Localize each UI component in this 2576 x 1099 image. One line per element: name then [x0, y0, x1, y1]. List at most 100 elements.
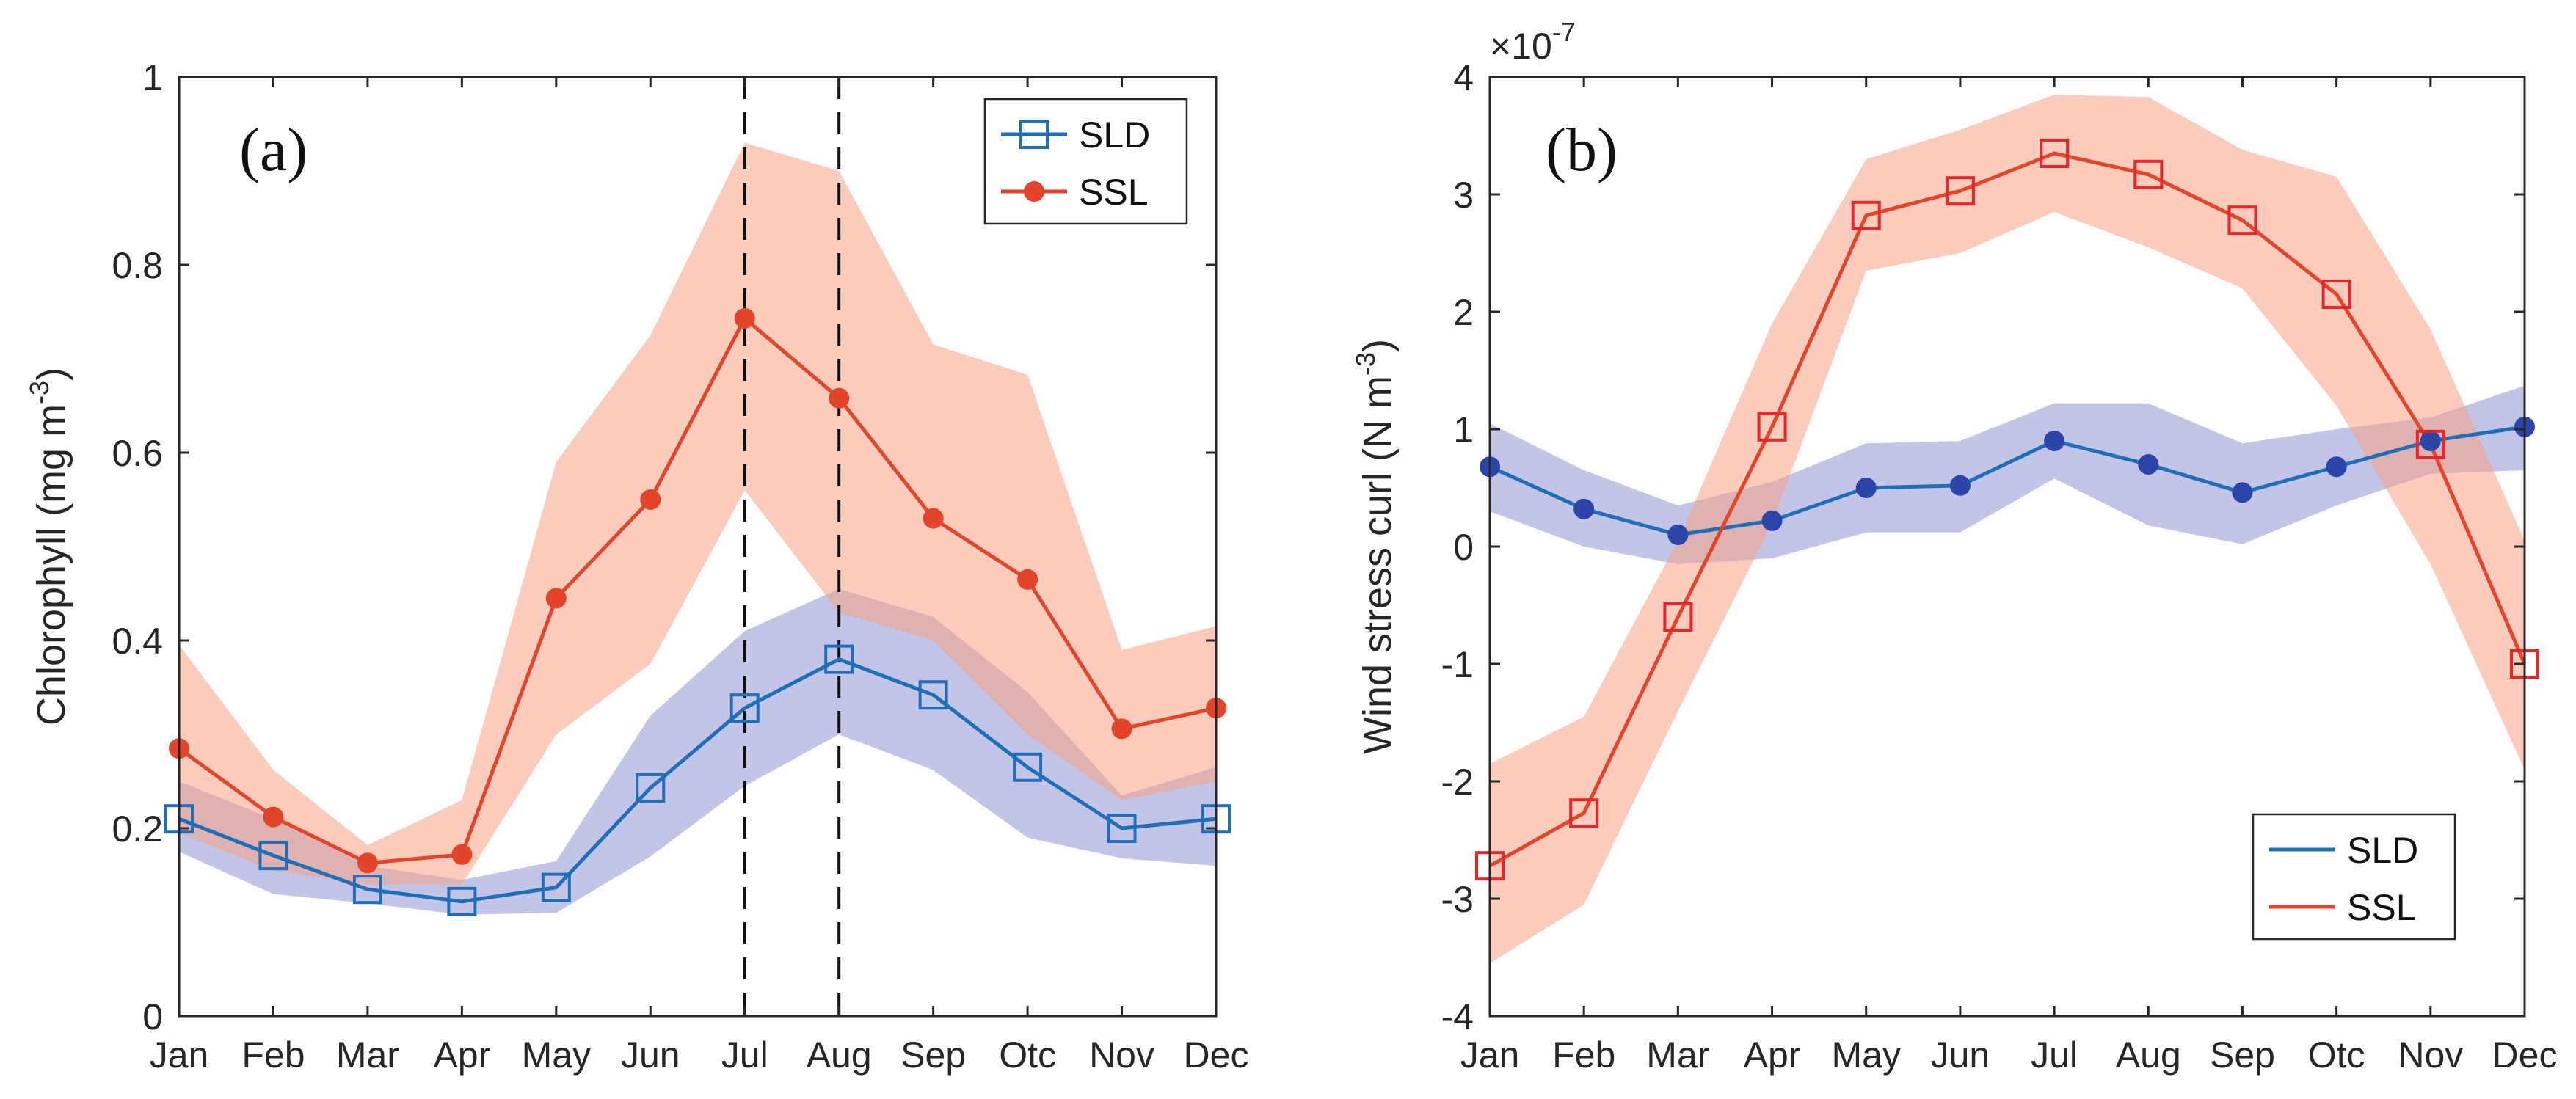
panel-label-b: (b) — [1546, 116, 1618, 184]
y-tick-label: 0 — [142, 996, 163, 1037]
marker-sld-jun — [636, 773, 666, 803]
x-tick-label: Otc — [999, 1034, 1056, 1076]
x-tick-label: Aug — [807, 1034, 872, 1076]
y-tick-label: 4 — [1453, 57, 1474, 98]
x-tick-label: Mar — [1646, 1034, 1709, 1076]
x-tick-label: May — [522, 1034, 591, 1076]
y-tick-label: 2 — [1453, 292, 1474, 333]
x-tick-label: Jan — [1460, 1034, 1520, 1076]
y-tick-label: 1 — [1453, 409, 1474, 450]
marker-ssl-sep — [923, 508, 944, 529]
y-tick-label: -4 — [1441, 996, 1474, 1037]
marker-ssl-jul — [734, 307, 755, 329]
y-tick-labels-b: -4 -3 -2 -1 0 1 2 3 4 — [1441, 57, 1474, 1037]
x-tick-label: Feb — [1552, 1034, 1615, 1076]
vertical-dashed-lines-a — [743, 77, 841, 1016]
marker-ssl-may — [1851, 200, 1881, 230]
x-tick-label: Feb — [241, 1034, 305, 1076]
line-ssl — [1488, 151, 2527, 868]
x-tick-label: Jul — [721, 1034, 768, 1076]
marker-sld-may — [1855, 478, 1877, 498]
marker-sld-mar — [1667, 525, 1689, 545]
marker-ssl-nov — [1111, 718, 1132, 740]
x-tick-label: Jun — [1931, 1034, 1990, 1076]
uncertainty-bands-b — [1490, 95, 2525, 963]
band-ssl — [1490, 95, 2525, 963]
marker-ssl-jul — [2040, 139, 2070, 168]
axis-ticks-b — [1488, 76, 2526, 1018]
marker-ssl-otc — [1017, 569, 1038, 590]
marker-sld-nov — [1107, 814, 1137, 843]
marker-sld-feb — [258, 841, 288, 871]
y-axis-label-b: Wind stress curl (N m-3) — [1350, 339, 1400, 754]
marker-ssl-jun — [1945, 176, 1975, 206]
marker-sld-nov — [2420, 431, 2441, 451]
x-tick-label: Nov — [1089, 1034, 1154, 1076]
plot-area-frame-a — [178, 76, 1218, 1018]
marker-ssl-jun — [640, 489, 661, 510]
uncertainty-bands-a — [179, 142, 1216, 915]
panel-label-a: (a) — [239, 116, 308, 184]
marker-sld-may — [541, 872, 571, 902]
y-tick-label: 3 — [1453, 175, 1474, 216]
legend-marker-ssl — [1024, 181, 1044, 202]
legend-box — [983, 98, 1188, 225]
y-tick-label: 0.8 — [112, 245, 163, 286]
x-tick-label: Jun — [621, 1034, 680, 1076]
series-markers-a — [164, 307, 1231, 916]
marker-ssl-nov — [2415, 429, 2445, 459]
legend-box — [2252, 813, 2456, 941]
marker-sld-otc — [2326, 456, 2347, 478]
x-tick-label: Dec — [1184, 1034, 1249, 1076]
legend-b: SLD SSL — [2252, 813, 2456, 941]
x-tick-labels-a: Jan Feb Mar Apr May Jun Jul Aug Sep Otc Nov Dec — [150, 1034, 1249, 1076]
legend-label-sld: SLD — [1079, 114, 1150, 156]
marker-ssl-may — [545, 588, 567, 609]
band-ssl — [179, 142, 1216, 885]
marker-ssl-apr — [451, 844, 473, 865]
y-tick-label: -2 — [1441, 762, 1474, 803]
x-tick-label: Aug — [2116, 1034, 2181, 1076]
x-tick-label: Mar — [336, 1034, 399, 1076]
chart-panel-b: Jan Feb Mar Apr May Jun Jul Aug Sep Otc Nov Dec -4-… — [1350, 17, 2557, 1076]
marker-sld-sep — [2232, 482, 2253, 503]
legend-marker-sld — [1019, 120, 1049, 149]
y-tick-labels-a: 0 0.2 0.4 0.6 0.8 1 — [112, 57, 163, 1037]
marker-sld-sep — [918, 680, 948, 710]
x-tick-label: Dec — [2492, 1034, 2558, 1076]
x-tick-label: Sep — [900, 1034, 966, 1076]
legend-a: SLD SSL — [983, 98, 1188, 225]
marker-ssl-apr — [1757, 412, 1787, 442]
marker-sld-jul — [2044, 431, 2065, 451]
x-tick-label: Jan — [150, 1034, 209, 1076]
x-tick-label: Otc — [2308, 1034, 2365, 1076]
marker-ssl-mar — [1663, 602, 1693, 632]
y-tick-label: 0.2 — [112, 808, 163, 850]
marker-ssl-feb — [1569, 798, 1599, 828]
y-tick-label: -1 — [1441, 644, 1474, 685]
y-tick-label: 0.4 — [112, 621, 163, 662]
marker-sld-jul — [729, 693, 760, 723]
marker-ssl-sep — [2227, 205, 2257, 236]
x-tick-label: Jul — [2031, 1034, 2078, 1076]
line-sld — [178, 657, 1217, 904]
y-tick-label: -3 — [1441, 879, 1474, 920]
marker-sld-jun — [1949, 475, 1971, 496]
y-tick-label: 0.6 — [112, 433, 163, 474]
marker-sld-aug — [2138, 454, 2159, 475]
marker-ssl-aug — [829, 387, 850, 409]
series-lines-b — [1488, 151, 2527, 868]
marker-sld-apr — [447, 886, 477, 916]
marker-ssl-aug — [2133, 159, 2164, 189]
marker-sld-feb — [1573, 498, 1595, 519]
series-lines-a — [178, 316, 1217, 904]
x-tick-label: May — [1831, 1034, 1900, 1076]
legend-label-ssl: SSL — [2347, 887, 2417, 928]
marker-ssl-mar — [357, 852, 378, 874]
x-tick-label: Nov — [2398, 1034, 2463, 1076]
y-axis-exponent-b: ×10-7 — [1490, 17, 1576, 67]
x-tick-label: Sep — [2210, 1034, 2275, 1076]
marker-sld-otc — [1013, 752, 1043, 782]
marker-sld-aug — [824, 644, 854, 674]
